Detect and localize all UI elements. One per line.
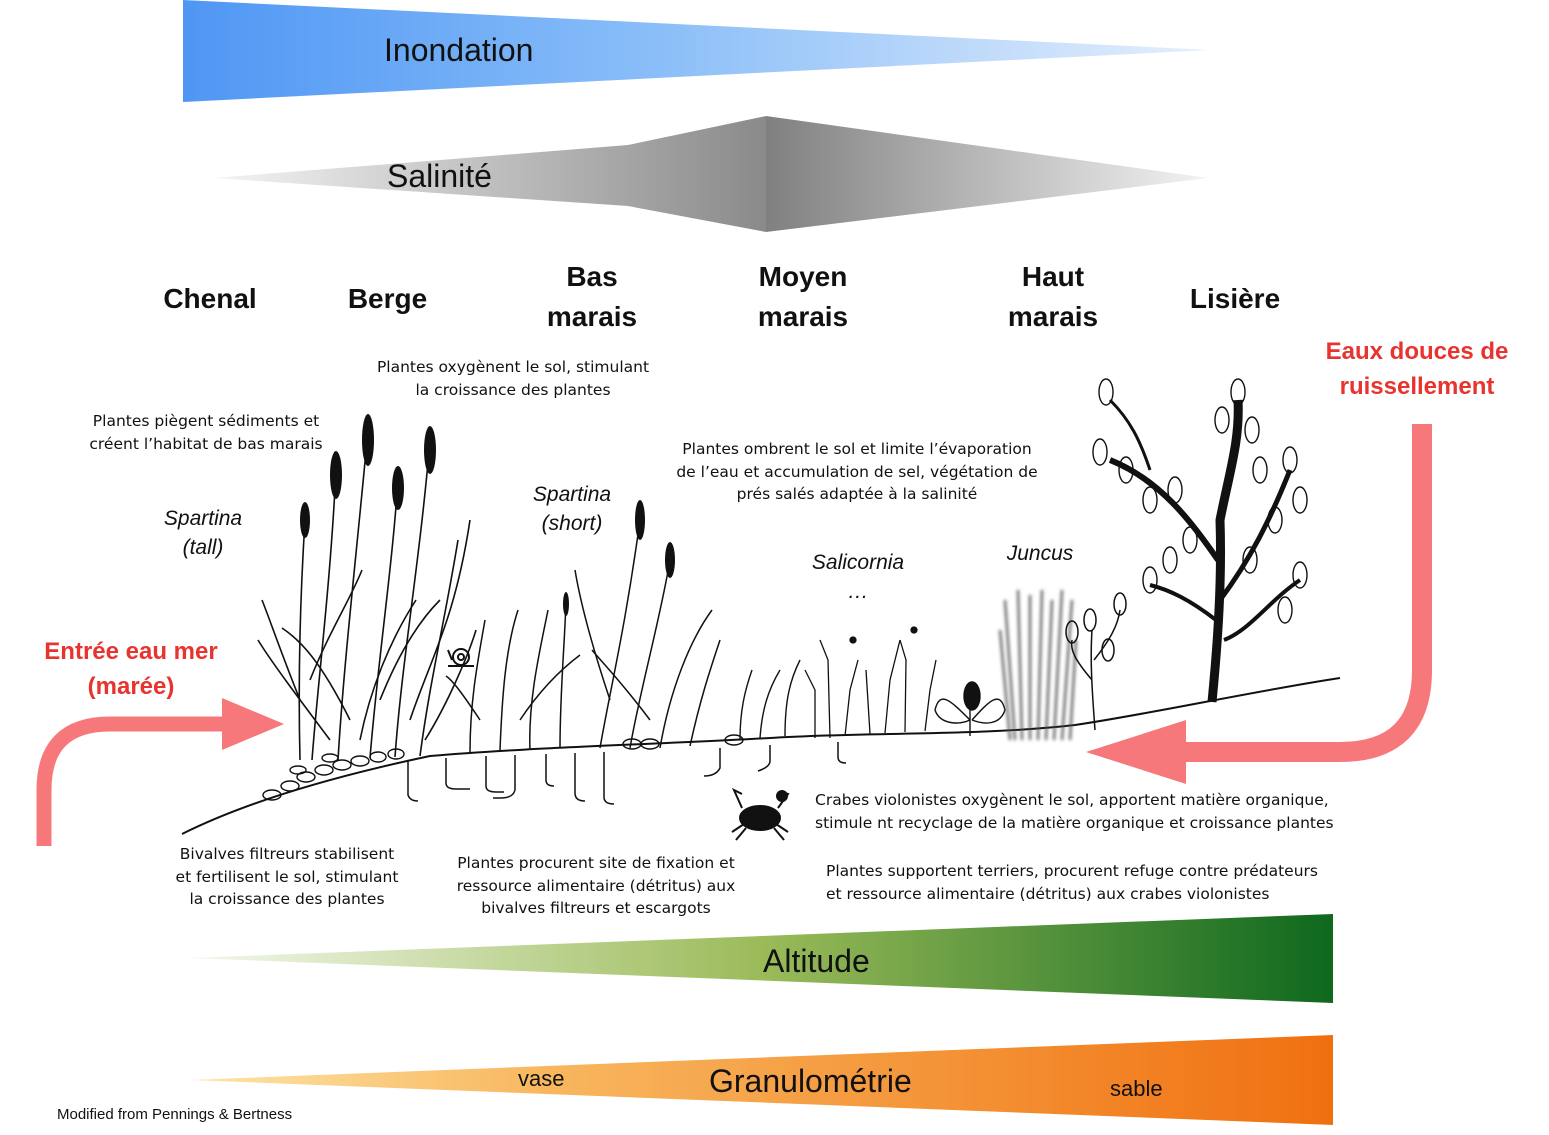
ground-profile [181, 677, 1341, 835]
salinite-wedge [214, 116, 1208, 232]
altitude-wedge [190, 914, 1333, 1003]
note-plants-shade: Plantes ombrent le sol et limite l’évapo… [676, 440, 1038, 503]
sea-inflow-arrow [36, 698, 284, 846]
spartina-short-plants [445, 500, 721, 753]
salicornia-plants [804, 626, 937, 739]
zone-bas-marais: Bas marais [546, 261, 638, 332]
snail-icon [447, 648, 474, 667]
sea-inflow-label: Entrée eau mer (marée) [44, 638, 218, 700]
note-crabs: Crabes violonistes oxygènent le sol, app… [815, 791, 1334, 832]
marsh-flower [934, 681, 1006, 736]
inondation-wedge [183, 0, 1210, 102]
note-plants-trap: Plantes piègent sédiments et créent l’ha… [89, 412, 323, 453]
species-spartina-short: Spartina (short) [532, 483, 612, 535]
crab-icon [731, 787, 790, 841]
zone-chenal: Chenal [163, 283, 257, 314]
inondation-label: Inondation [384, 32, 534, 68]
sable-label: sable [1110, 1076, 1163, 1101]
granulometrie-wedge [192, 1035, 1333, 1125]
note-plants-fixation: Plantes procurent site de fixation et re… [456, 854, 736, 917]
tree [1092, 378, 1308, 703]
upland-shrub [1065, 592, 1127, 731]
source-credit: Modified from Pennings & Bertness [57, 1106, 293, 1123]
note-bivalves: Bivalves filtreurs stabilisent et fertil… [175, 845, 399, 908]
zone-berge: Berge [347, 283, 428, 314]
species-spartina-tall: Spartina (tall) [163, 507, 243, 559]
altitude-label: Altitude [763, 943, 870, 979]
freshwater-arrow [1086, 424, 1432, 784]
zone-haut-marais: Haut marais [1007, 261, 1099, 332]
species-salicornia: Salicornia … [811, 551, 905, 603]
juncus-plants [998, 589, 1078, 741]
zone-lisiere: Lisière [1189, 283, 1281, 314]
freshwater-label: Eaux douces de ruissellement [1325, 338, 1509, 400]
vase-label: vase [518, 1066, 565, 1091]
zone-moyen-marais: Moyen marais [757, 261, 849, 332]
note-plants-oxygenate: Plantes oxygènent le sol, stimulant la c… [376, 358, 650, 399]
salinite-label: Salinité [387, 158, 492, 194]
spartina-tall-plants [257, 414, 477, 761]
granulometrie-label: Granulométrie [709, 1063, 912, 1099]
species-juncus: Juncus [1006, 542, 1074, 565]
low-marsh-plants [739, 659, 801, 741]
note-plants-burrows: Plantes supportent terriers, procurent r… [826, 862, 1318, 903]
